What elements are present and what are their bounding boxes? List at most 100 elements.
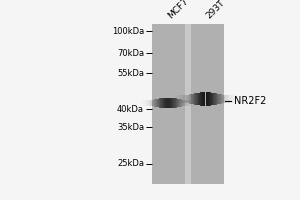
Bar — [195, 93, 196, 105]
Bar — [204, 92, 205, 106]
Bar — [174, 98, 175, 108]
Bar — [236, 95, 237, 103]
Bar — [211, 93, 212, 105]
Bar — [151, 100, 152, 106]
Bar — [178, 95, 179, 103]
Bar — [157, 99, 158, 107]
Bar — [189, 94, 190, 104]
Bar — [143, 100, 144, 106]
Bar — [155, 99, 156, 107]
Bar — [185, 100, 186, 106]
Bar — [234, 95, 235, 103]
Bar — [235, 95, 236, 103]
Bar — [163, 98, 164, 108]
Text: 293T: 293T — [204, 0, 226, 20]
Bar — [158, 99, 159, 107]
Bar — [226, 95, 227, 103]
Bar — [201, 92, 202, 106]
Bar — [168, 98, 169, 108]
Bar — [229, 95, 230, 103]
Bar — [184, 100, 185, 106]
Bar — [189, 100, 190, 106]
Bar — [197, 93, 198, 105]
Bar — [215, 93, 216, 105]
Bar — [164, 98, 165, 108]
Bar — [178, 99, 179, 107]
Bar — [208, 92, 209, 106]
Bar — [142, 100, 143, 106]
Bar — [141, 100, 142, 106]
Bar — [174, 95, 175, 103]
Bar — [186, 95, 187, 103]
Bar — [223, 95, 224, 103]
Bar — [165, 98, 166, 108]
Bar — [228, 95, 229, 103]
Bar — [194, 100, 195, 106]
Text: 55kDa: 55kDa — [117, 68, 144, 77]
Bar — [184, 24, 190, 184]
Bar — [191, 100, 192, 106]
Bar — [148, 100, 149, 106]
Bar — [170, 98, 171, 108]
Bar — [160, 98, 161, 108]
Bar — [154, 99, 155, 107]
Bar — [176, 95, 177, 103]
Bar — [218, 94, 219, 104]
Bar — [205, 92, 206, 106]
Bar — [169, 98, 170, 108]
Bar — [216, 93, 217, 105]
Bar — [152, 24, 224, 184]
Bar — [200, 92, 201, 106]
Text: 25kDa: 25kDa — [117, 160, 144, 168]
Bar — [202, 92, 203, 106]
Bar — [193, 100, 194, 106]
Bar — [227, 95, 228, 103]
Bar — [150, 100, 151, 106]
Bar — [161, 98, 162, 108]
Text: 100kDa: 100kDa — [112, 26, 144, 36]
Bar — [207, 92, 208, 106]
Bar — [156, 99, 157, 107]
Text: 40kDa: 40kDa — [117, 105, 144, 114]
Bar — [179, 95, 180, 103]
Bar — [180, 95, 181, 103]
Bar — [199, 93, 200, 105]
Bar — [175, 95, 176, 103]
Bar — [187, 95, 188, 103]
Bar — [214, 93, 215, 105]
Bar — [217, 94, 218, 104]
Bar — [147, 100, 148, 106]
Bar — [176, 98, 177, 108]
Bar — [222, 95, 223, 103]
Bar — [212, 93, 213, 105]
Bar — [233, 95, 234, 103]
Bar — [173, 98, 174, 108]
Bar — [145, 100, 146, 106]
Bar — [230, 95, 231, 103]
Bar — [194, 93, 195, 105]
Bar — [203, 92, 204, 106]
Bar — [209, 92, 210, 106]
Bar — [232, 95, 233, 103]
Bar — [153, 100, 154, 106]
Bar — [187, 100, 188, 106]
Bar — [152, 100, 153, 106]
Bar — [172, 98, 173, 108]
Bar — [181, 99, 182, 107]
Bar — [231, 95, 232, 103]
Bar — [206, 92, 207, 106]
Bar — [171, 98, 172, 108]
Bar — [213, 93, 214, 105]
Text: NR2F2: NR2F2 — [234, 96, 266, 106]
Bar — [182, 95, 183, 103]
Bar — [191, 94, 192, 104]
Bar — [183, 100, 184, 106]
Bar — [149, 100, 150, 106]
Bar — [183, 95, 184, 103]
Bar — [193, 94, 194, 104]
Bar — [196, 93, 197, 105]
Bar — [190, 100, 191, 106]
Bar — [159, 98, 160, 108]
Text: 70kDa: 70kDa — [117, 48, 144, 58]
Bar — [169, 98, 170, 108]
